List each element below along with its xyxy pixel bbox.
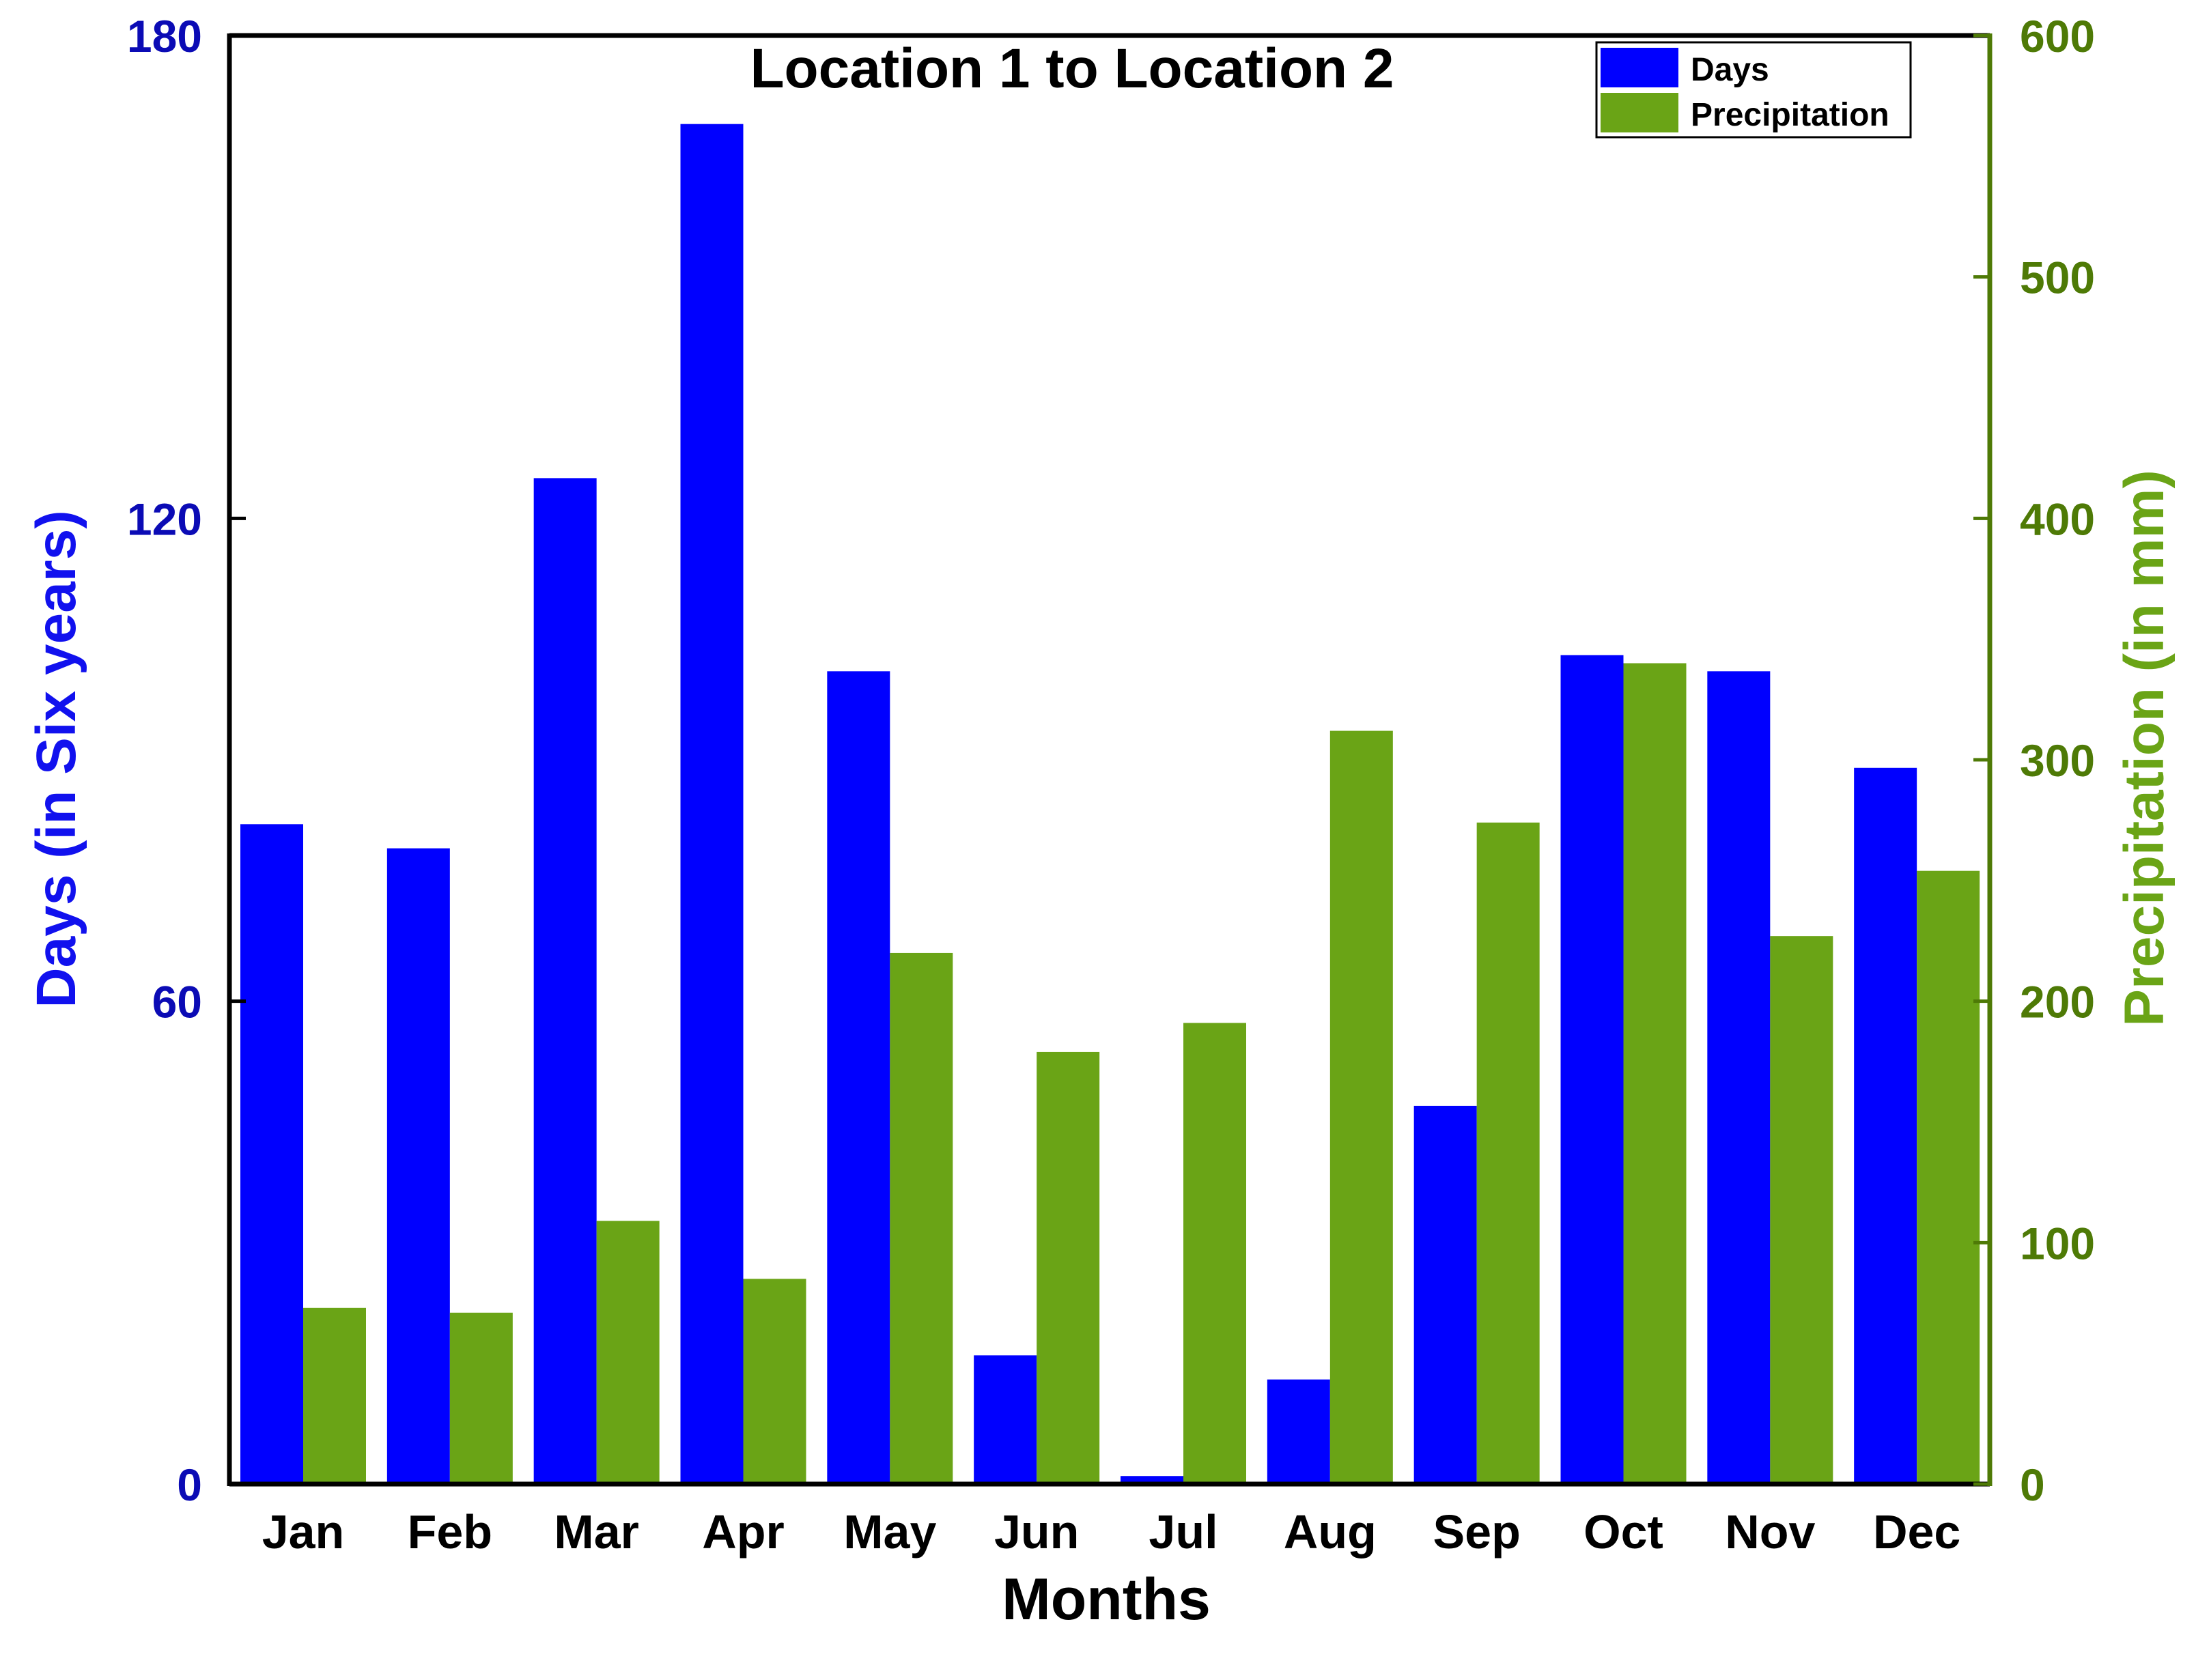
bar-precipitation-apr	[743, 1279, 806, 1484]
x-tick-sep: Sep	[1433, 1505, 1520, 1558]
right-y-axis-label: Precipitation (in mm)	[2113, 470, 2176, 1027]
left-y-ticks: 0 60 120 180	[127, 11, 246, 1510]
left-tick-label-60: 60	[152, 977, 202, 1027]
legend-swatch-precipitation	[1601, 93, 1678, 132]
bar-days-mar	[533, 478, 597, 1484]
bar-precipitation-oct	[1623, 663, 1687, 1484]
bar-days-dec	[1854, 767, 1917, 1484]
bar-precipitation-jul	[1183, 1023, 1246, 1484]
legend-label-precipitation: Precipitation	[1691, 97, 1889, 133]
bar-days-jul	[1121, 1476, 1183, 1484]
bars-layer	[240, 124, 1980, 1485]
left-tick-label-0: 0	[177, 1460, 202, 1510]
x-tick-jul: Jul	[1149, 1505, 1217, 1558]
bar-days-jan	[240, 824, 303, 1484]
x-tick-mar: Mar	[554, 1505, 638, 1558]
x-tick-dec: Dec	[1873, 1505, 1960, 1558]
left-y-axis-label: Days (in Six years)	[25, 510, 87, 1008]
x-tick-jun: Jun	[994, 1505, 1079, 1558]
bar-days-nov	[1707, 671, 1771, 1484]
bar-days-oct	[1560, 655, 1624, 1485]
left-tick-label-120: 120	[127, 494, 202, 544]
left-tick-label-180: 180	[127, 11, 202, 61]
chart-title: Location 1 to Location 2	[750, 38, 1394, 100]
bar-precipitation-feb	[449, 1312, 513, 1484]
x-tick-nov: Nov	[1725, 1505, 1815, 1558]
right-tick-label-300: 300	[2020, 735, 2095, 786]
bar-precipitation-sep	[1476, 822, 1540, 1484]
bar-precipitation-dec	[1917, 870, 1980, 1484]
right-y-ticks: 0 100 200 300 400 500 600	[1973, 11, 2095, 1510]
bar-precipitation-jun	[1037, 1051, 1100, 1484]
right-tick-label-100: 100	[2020, 1218, 2095, 1268]
legend-label-days: Days	[1691, 52, 1769, 88]
x-tick-aug: Aug	[1284, 1505, 1377, 1558]
bar-days-feb	[386, 848, 450, 1484]
bar-precipitation-nov	[1770, 936, 1833, 1484]
right-tick-label-400: 400	[2020, 494, 2095, 544]
right-tick-label-500: 500	[2020, 253, 2095, 303]
bar-precipitation-mar	[596, 1221, 660, 1484]
x-tick-apr: Apr	[702, 1505, 785, 1558]
right-tick-label-600: 600	[2020, 11, 2095, 61]
x-axis-label: Months	[1002, 1567, 1211, 1632]
x-tick-jan: Jan	[262, 1505, 345, 1558]
bar-days-may	[827, 671, 890, 1484]
bar-precipitation-aug	[1329, 730, 1393, 1484]
bar-days-jun	[974, 1355, 1037, 1484]
bar-days-sep	[1413, 1105, 1477, 1484]
bar-precipitation-may	[890, 952, 953, 1484]
bar-precipitation-jan	[303, 1307, 366, 1484]
x-tick-labels: Jan Feb Mar Apr May Jun Jul Aug Sep Oct Nov Dec	[262, 1505, 1961, 1558]
right-tick-label-200: 200	[2020, 977, 2095, 1027]
legend: Days Precipitation	[1595, 41, 1912, 139]
x-tick-may: May	[843, 1505, 936, 1558]
bar-days-aug	[1267, 1379, 1330, 1484]
right-tick-label-0: 0	[2020, 1460, 2045, 1510]
bar-days-apr	[680, 124, 744, 1485]
legend-swatch-days	[1601, 48, 1678, 87]
x-tick-oct: Oct	[1583, 1505, 1663, 1558]
x-tick-feb: Feb	[408, 1505, 492, 1558]
